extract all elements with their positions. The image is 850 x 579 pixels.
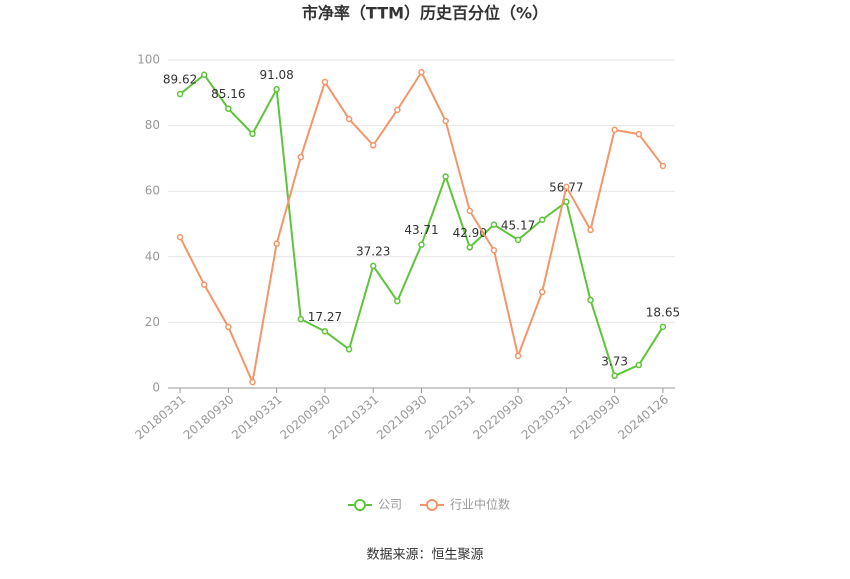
point — [538, 216, 546, 223]
x-tick-label: 20230930 — [567, 392, 623, 442]
source: 数据来源：恒生聚源 — [366, 548, 483, 563]
point — [418, 241, 425, 248]
point — [635, 130, 643, 138]
point — [273, 86, 280, 93]
point — [490, 221, 498, 228]
point — [200, 71, 208, 79]
x-tick-label: 20200930 — [277, 392, 333, 442]
point — [297, 153, 305, 161]
point — [538, 288, 546, 296]
point — [345, 115, 353, 123]
point — [176, 233, 184, 241]
x-tick-label: 20210930 — [374, 392, 430, 442]
data-label: 37.23 — [356, 244, 390, 258]
data-label: 45.17 — [501, 218, 535, 232]
legend-label: 公司 — [378, 498, 402, 512]
chart-title: 市净率（TTM）历史百分位（%） — [302, 4, 548, 23]
point — [321, 78, 329, 86]
y-tick-label: 100 — [137, 53, 160, 67]
point — [611, 126, 618, 134]
point — [249, 378, 256, 386]
data-label: 91.08 — [259, 68, 293, 82]
point — [587, 296, 594, 304]
legend-label: 行业中位数 — [450, 497, 510, 512]
point — [225, 323, 232, 331]
x-tick-label: 20230331 — [519, 392, 575, 442]
point — [321, 328, 329, 335]
point — [563, 183, 570, 191]
data-label: 18.65 — [646, 305, 680, 319]
legend-marker — [426, 499, 439, 511]
point — [635, 361, 643, 369]
point — [297, 315, 305, 323]
point — [514, 236, 522, 244]
point — [394, 106, 401, 114]
x-tick-label: 20180930 — [181, 392, 237, 442]
x-tick-label: 20180331 — [132, 392, 188, 442]
data-label: 17.27 — [308, 310, 342, 324]
point — [418, 68, 425, 76]
point — [442, 117, 449, 125]
point — [200, 281, 208, 288]
x-tick-label: 20210331 — [326, 392, 382, 442]
y-tick-label: 60 — [145, 184, 160, 198]
data-label: 85.16 — [211, 87, 245, 101]
point — [369, 262, 377, 270]
y-tick-label: 0 — [152, 381, 160, 395]
x-tick-label: 20240126 — [615, 392, 671, 442]
legend-marker — [354, 499, 366, 511]
point — [490, 246, 498, 254]
data-label: 3.73 — [601, 354, 628, 368]
point — [249, 130, 256, 138]
point — [466, 207, 474, 215]
data-label: 43.71 — [404, 223, 438, 237]
point — [369, 142, 377, 149]
y-tick-label: 20 — [145, 315, 160, 329]
point — [563, 198, 570, 206]
point — [587, 226, 594, 234]
point — [273, 240, 280, 247]
x-tick-label: 20190331 — [229, 392, 285, 442]
y-tick-label: 80 — [145, 118, 160, 132]
point — [514, 352, 522, 360]
x-tick-label: 20220331 — [422, 392, 478, 442]
x-tick-label: 20220930 — [470, 392, 526, 442]
data-label: 42.90 — [453, 226, 487, 240]
point — [466, 244, 474, 251]
point — [659, 323, 667, 331]
point — [611, 372, 618, 380]
y-tick-label: 40 — [145, 249, 160, 263]
point — [225, 105, 232, 112]
point — [394, 297, 401, 305]
point — [659, 162, 667, 170]
point — [345, 346, 353, 353]
point — [176, 90, 184, 98]
data-label: 89.62 — [163, 73, 197, 87]
point — [442, 173, 449, 180]
